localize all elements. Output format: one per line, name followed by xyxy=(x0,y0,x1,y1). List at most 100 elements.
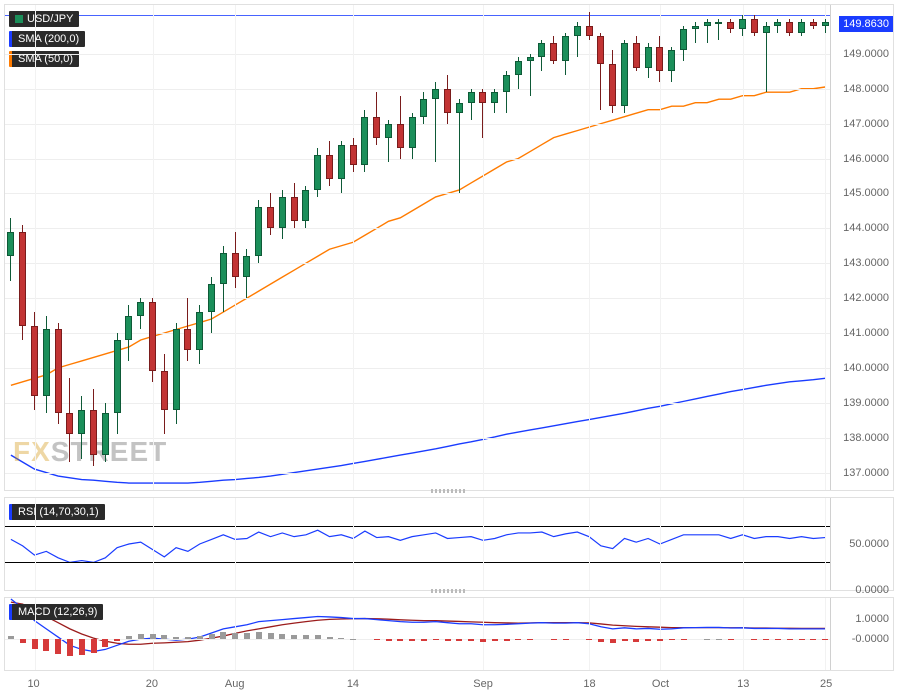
candle xyxy=(763,22,770,92)
rsi-line xyxy=(11,530,825,562)
macd-hist-bar xyxy=(456,639,462,641)
price-overlay-svg xyxy=(5,5,831,490)
candle xyxy=(774,19,781,33)
macd-overlay-svg xyxy=(5,598,831,670)
candle xyxy=(586,12,593,40)
macd-hist-bar xyxy=(586,639,592,640)
candle xyxy=(562,33,569,75)
candle xyxy=(114,333,121,434)
candle xyxy=(161,354,168,434)
candle xyxy=(373,92,380,144)
x-axis: 1020Aug14Sep18Oct1325 xyxy=(4,672,894,694)
macd-signal-line xyxy=(11,602,825,644)
panel-resize-handle[interactable] xyxy=(431,489,467,493)
macd-hist-bar xyxy=(409,639,415,641)
candle xyxy=(656,36,663,81)
xaxis-label: Aug xyxy=(225,678,245,690)
macd-hist-bar xyxy=(327,637,333,639)
macd-yaxis: -0.00001.0000 xyxy=(830,598,893,670)
candle xyxy=(7,218,14,281)
macd-hist-bar xyxy=(657,639,663,641)
macd-hist-bar xyxy=(433,639,439,640)
candle xyxy=(798,19,805,36)
candle xyxy=(397,96,404,159)
macd-hist-bar xyxy=(32,639,38,649)
macd-line xyxy=(11,599,825,651)
legend-rsi[interactable]: RSI (14,70,30,1) xyxy=(9,504,105,520)
xaxis-label: 25 xyxy=(820,678,832,690)
candle xyxy=(55,323,62,424)
candle xyxy=(409,113,416,158)
xaxis-label: 13 xyxy=(737,678,749,690)
macd-hist-bar xyxy=(209,634,215,639)
candle xyxy=(220,246,227,312)
legend-pair[interactable]: USD/JPY xyxy=(9,11,79,27)
macd-hist-bar xyxy=(445,639,451,641)
xaxis-label: 18 xyxy=(583,678,595,690)
macd-hist-bar xyxy=(43,639,49,651)
macd-hist-bar xyxy=(268,633,274,639)
candle xyxy=(692,22,699,43)
candle xyxy=(574,22,581,57)
macd-hist-bar xyxy=(55,639,61,653)
macd-hist-bar xyxy=(220,632,226,639)
macd-hist-bar xyxy=(645,639,651,641)
macd-hist-bar xyxy=(504,639,510,640)
macd-panel: MACD (12,26,9) -0.00001.0000 xyxy=(4,597,894,671)
candle xyxy=(538,40,545,71)
xaxis-label: 14 xyxy=(347,678,359,690)
macd-hist-bar xyxy=(515,639,521,640)
candle xyxy=(291,183,298,228)
rsi-yaxis: 0.000050.0000 xyxy=(830,498,893,590)
rsi-plot-area[interactable]: RSI (14,70,30,1) xyxy=(5,498,831,590)
candle xyxy=(184,298,191,361)
macd-hist-bar xyxy=(374,639,380,640)
rsi-panel: RSI (14,70,30,1) 0.000050.0000 xyxy=(4,497,894,591)
price-plot-area[interactable]: USD/JPY SMA (200,0) SMA (50,0) FXSTREET xyxy=(5,5,831,490)
candle xyxy=(385,120,392,162)
candle xyxy=(668,47,675,82)
macd-hist-bar xyxy=(315,635,321,639)
legend-rsi-label: RSI (14,70,30,1) xyxy=(18,506,99,518)
candle xyxy=(704,19,711,43)
macd-hist-bar xyxy=(79,639,85,654)
legend-sma200[interactable]: SMA (200,0) xyxy=(9,31,85,47)
macd-hist-bar xyxy=(150,634,156,639)
candle xyxy=(491,89,498,113)
price-yaxis: 149.8630 137.0000138.0000139.0000140.000… xyxy=(830,5,893,490)
candle xyxy=(597,33,604,110)
rsi-overlay-svg xyxy=(5,498,831,590)
macd-hist-bar xyxy=(256,632,262,639)
candle xyxy=(102,403,109,462)
candle xyxy=(432,82,439,162)
macd-hist-bar xyxy=(232,633,238,640)
sma50-line xyxy=(11,87,825,385)
legend-sma200-label: SMA (200,0) xyxy=(18,33,79,45)
xaxis-label: Sep xyxy=(473,678,493,690)
candle xyxy=(90,389,97,466)
xaxis-label: 10 xyxy=(27,678,39,690)
candle xyxy=(149,298,156,382)
candle xyxy=(444,75,451,124)
candle xyxy=(786,19,793,36)
macd-hist-bar xyxy=(303,635,309,639)
candle xyxy=(137,298,144,329)
candle xyxy=(456,99,463,193)
candle xyxy=(739,15,746,36)
candle xyxy=(78,396,85,459)
candle xyxy=(302,186,309,228)
candle xyxy=(503,71,510,113)
candle xyxy=(43,316,50,414)
candle xyxy=(267,193,274,235)
legend-macd[interactable]: MACD (12,26,9) xyxy=(9,604,103,620)
candle xyxy=(645,43,652,78)
macd-hist-bar xyxy=(421,639,427,641)
panel-resize-handle[interactable] xyxy=(431,589,467,593)
macd-hist-bar xyxy=(480,639,486,641)
macd-hist-bar xyxy=(291,635,297,640)
candle xyxy=(468,89,475,120)
macd-hist-bar xyxy=(622,639,628,641)
macd-hist-bar xyxy=(91,639,97,652)
macd-hist-bar xyxy=(161,635,167,639)
macd-plot-area[interactable]: MACD (12,26,9) xyxy=(5,598,831,670)
